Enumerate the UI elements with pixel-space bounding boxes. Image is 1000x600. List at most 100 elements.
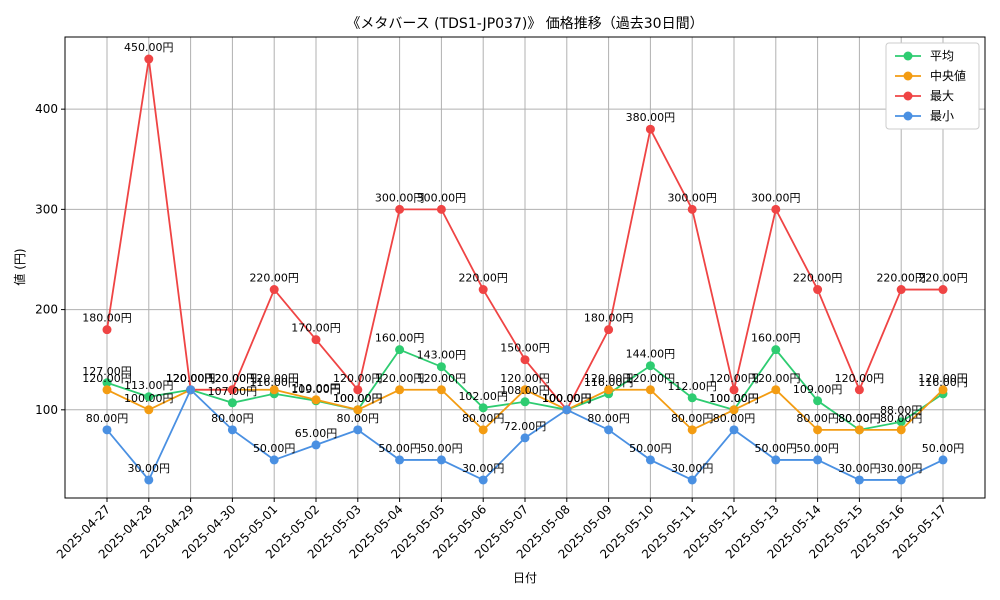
data-label: 120.00円 xyxy=(500,372,550,385)
data-point xyxy=(311,335,321,345)
data-label: 50.00円 xyxy=(420,442,463,455)
data-point xyxy=(896,475,906,485)
data-label: 120.00円 xyxy=(166,372,216,385)
data-label: 80.00円 xyxy=(86,412,129,425)
data-point xyxy=(436,362,446,372)
data-label: 120.00円 xyxy=(249,372,299,385)
data-point xyxy=(896,417,906,427)
data-point xyxy=(687,425,697,435)
data-label: 180.00円 xyxy=(82,312,132,325)
data-label: 100.00円 xyxy=(542,392,592,405)
data-label: 300.00円 xyxy=(751,191,801,204)
data-label: 220.00円 xyxy=(918,272,968,285)
data-label: 144.00円 xyxy=(626,348,676,361)
data-label: 300.00円 xyxy=(667,191,717,204)
data-label: 80.00円 xyxy=(587,412,630,425)
legend-label: 中央値 xyxy=(930,68,966,83)
data-label: 220.00円 xyxy=(876,272,926,285)
data-point xyxy=(771,204,781,214)
data-point xyxy=(269,385,279,395)
y-tick-label: 300 xyxy=(35,202,58,216)
data-label: 120.00円 xyxy=(82,372,132,385)
data-point xyxy=(269,455,279,465)
data-point xyxy=(227,425,237,435)
data-point xyxy=(395,385,405,395)
data-label: 100.00円 xyxy=(709,392,759,405)
data-label: 80.00円 xyxy=(211,412,254,425)
data-point xyxy=(562,405,572,415)
data-label: 80.00円 xyxy=(671,412,714,425)
data-label: 112.00円 xyxy=(667,380,717,393)
data-label: 120.00円 xyxy=(918,372,968,385)
legend-swatch-marker xyxy=(903,111,913,121)
data-label: 80.00円 xyxy=(838,412,881,425)
data-labels: 127.00円113.00円120.00円107.00円116.00円109.0… xyxy=(82,41,968,475)
data-label: 110.00円 xyxy=(291,382,341,395)
data-point xyxy=(896,425,906,435)
data-point xyxy=(478,403,488,413)
data-label: 160.00円 xyxy=(375,332,425,345)
data-point xyxy=(687,204,697,214)
data-label: 108.00円 xyxy=(500,384,550,397)
data-point xyxy=(938,455,948,465)
data-label: 220.00円 xyxy=(458,272,508,285)
legend-swatch-marker xyxy=(903,91,913,101)
data-label: 300.00円 xyxy=(417,191,467,204)
data-label: 300.00円 xyxy=(375,191,425,204)
data-point xyxy=(520,385,530,395)
data-point xyxy=(813,285,823,295)
data-label: 120.00円 xyxy=(208,372,258,385)
data-label: 100.00円 xyxy=(124,392,174,405)
data-label: 170.00円 xyxy=(291,322,341,335)
data-point xyxy=(645,455,655,465)
data-label: 100.00円 xyxy=(542,392,592,405)
data-label: 120.00円 xyxy=(584,372,634,385)
data-point xyxy=(771,345,781,355)
data-label: 102.00円 xyxy=(458,390,508,403)
data-point xyxy=(729,405,739,415)
data-point xyxy=(395,345,405,355)
y-axis-title: 値 (円) xyxy=(12,248,27,285)
data-point xyxy=(353,405,363,415)
data-label: 50.00円 xyxy=(796,442,839,455)
data-label: 109.00円 xyxy=(291,383,341,396)
data-point xyxy=(102,325,112,335)
data-label: 120.00円 xyxy=(375,372,425,385)
data-point xyxy=(771,385,781,395)
data-label: 30.00円 xyxy=(462,462,505,475)
data-point xyxy=(353,425,363,435)
data-point xyxy=(520,397,530,407)
data-label: 120.00円 xyxy=(166,372,216,385)
data-point xyxy=(395,455,405,465)
data-label: 80.00円 xyxy=(880,412,923,425)
data-label: 80.00円 xyxy=(796,412,839,425)
legend-label: 最大 xyxy=(930,89,954,103)
data-point xyxy=(102,385,112,395)
data-label: 380.00円 xyxy=(626,111,676,124)
data-point xyxy=(604,385,614,395)
data-point xyxy=(645,361,655,371)
data-point xyxy=(144,54,154,64)
chart-title: 《メタバース (TDS1-JP037)》 価格推移（過去30日間） xyxy=(346,16,703,32)
data-point xyxy=(436,455,446,465)
y-tick-label: 100 xyxy=(35,403,58,417)
data-label: 109.00円 xyxy=(793,383,843,396)
data-point xyxy=(102,425,112,435)
data-point xyxy=(436,204,446,214)
data-label: 113.00円 xyxy=(124,379,174,392)
data-label: 100.00円 xyxy=(542,392,592,405)
data-label: 100.00円 xyxy=(333,392,383,405)
data-point xyxy=(854,385,864,395)
data-label: 88.00円 xyxy=(880,404,923,417)
data-point xyxy=(144,405,154,415)
data-point xyxy=(311,440,321,450)
data-label: 120.00円 xyxy=(626,372,676,385)
data-point xyxy=(813,396,823,406)
data-label: 120.00円 xyxy=(835,372,885,385)
data-point xyxy=(896,285,906,295)
data-label: 100.00円 xyxy=(709,392,759,405)
data-point xyxy=(395,204,405,214)
data-point xyxy=(186,385,196,395)
